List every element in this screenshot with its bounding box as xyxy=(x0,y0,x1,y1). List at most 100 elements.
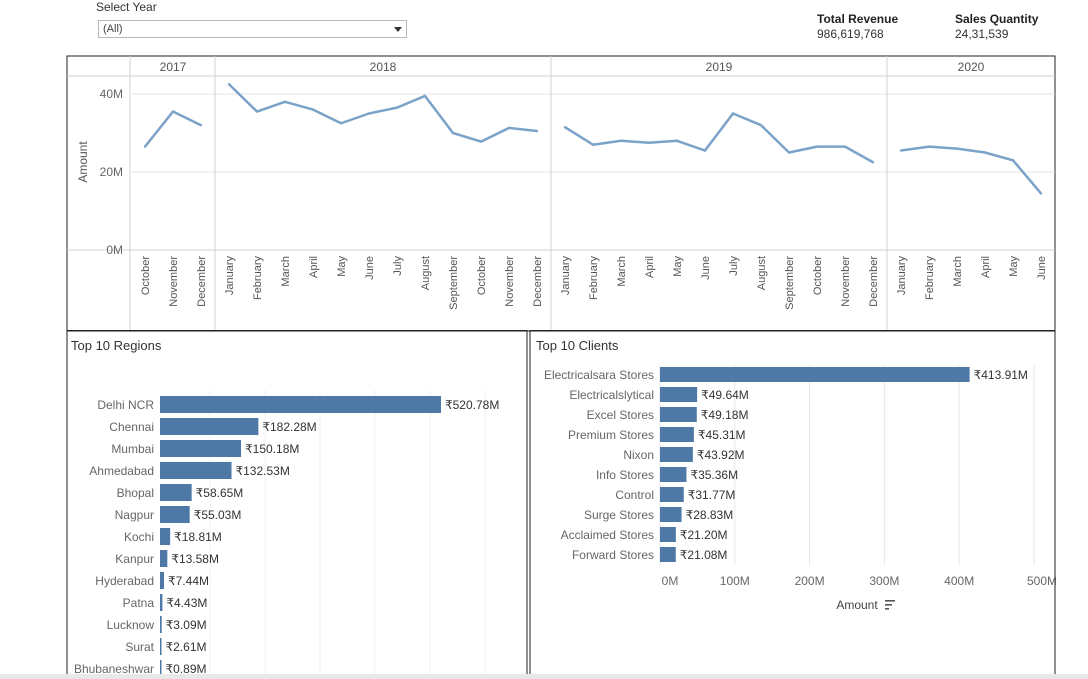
x-tick-label: June xyxy=(364,256,376,280)
x-tick-label: 300M xyxy=(869,574,899,588)
data-point xyxy=(675,139,679,142)
x-tick-label: May xyxy=(336,256,348,277)
region-label: Patna xyxy=(123,596,155,610)
x-tick-label: 0M xyxy=(662,574,679,588)
region-label: Delhi NCR xyxy=(97,398,154,412)
data-point xyxy=(171,110,175,113)
x-tick-label: December xyxy=(196,256,208,307)
x-tick-label: February xyxy=(924,256,936,301)
data-point xyxy=(647,141,651,144)
x-tick-label: November xyxy=(840,256,852,307)
region-label: Bhubaneshwar xyxy=(74,662,154,676)
data-point xyxy=(395,106,399,109)
x-tick-label: December xyxy=(532,256,544,307)
client-value-label: ₹35.36M xyxy=(690,468,738,482)
year-filter-label: Select Year xyxy=(96,0,157,14)
region-label: Kochi xyxy=(124,530,154,544)
x-tick-label: May xyxy=(1008,256,1020,277)
x-tick-label: 100M xyxy=(720,574,750,588)
x-tick-label: October xyxy=(476,256,488,295)
client-label: Forward Stores xyxy=(572,548,654,562)
year-header-label: 2018 xyxy=(370,60,397,74)
region-value-label: ₹55.03M xyxy=(194,508,242,522)
region-value-label: ₹132.53M xyxy=(236,464,290,478)
year-header-label: 2019 xyxy=(706,60,733,74)
y-axis-label: Amount xyxy=(76,141,90,183)
region-bar xyxy=(160,638,162,655)
client-bar xyxy=(660,527,676,542)
x-tick-label: May xyxy=(672,256,684,277)
series-line-2019 xyxy=(564,112,874,164)
region-label: Surat xyxy=(125,640,154,654)
top-regions-title: Top 10 Regions xyxy=(71,338,162,353)
client-value-label: ₹31.77M xyxy=(688,488,736,502)
x-axis-label: Amount xyxy=(836,598,878,612)
client-bar xyxy=(660,547,676,562)
data-point xyxy=(927,145,931,148)
x-tick-label: January xyxy=(224,256,236,296)
data-point xyxy=(703,149,707,152)
client-value-label: ₹45.31M xyxy=(698,428,746,442)
data-point xyxy=(983,151,987,154)
region-value-label: ₹0.89M xyxy=(166,662,207,676)
x-tick-label: March xyxy=(952,256,964,287)
region-value-label: ₹520.78M xyxy=(445,398,499,412)
region-bar xyxy=(160,594,163,611)
data-point xyxy=(591,143,595,146)
data-point xyxy=(1039,192,1043,195)
client-label: Nixon xyxy=(623,448,654,462)
data-point xyxy=(339,122,343,125)
region-bar xyxy=(160,506,190,523)
data-point xyxy=(199,124,203,127)
client-bar xyxy=(660,387,698,402)
x-tick-label: 200M xyxy=(795,574,825,588)
data-point xyxy=(535,129,539,133)
data-point xyxy=(871,161,875,164)
sort-icon xyxy=(885,600,895,610)
x-tick-label: April xyxy=(980,256,992,278)
region-bar xyxy=(160,616,162,633)
x-tick-label: April xyxy=(644,256,656,278)
client-value-label: ₹413.91M xyxy=(974,368,1028,382)
client-bar xyxy=(660,367,970,382)
client-bar xyxy=(660,507,682,522)
data-point xyxy=(227,83,231,86)
chevron-down-icon[interactable] xyxy=(394,27,402,32)
client-label: Surge Stores xyxy=(584,508,654,522)
region-bar xyxy=(160,528,171,545)
client-value-label: ₹49.18M xyxy=(701,408,749,422)
x-tick-label: March xyxy=(616,256,628,287)
top-regions-bar-chart: Delhi NCR ₹520.78M Chennai ₹182.28M Mumbai ₹1… xyxy=(66,330,528,677)
x-tick-label: March xyxy=(280,256,292,287)
region-label: Bhopal xyxy=(117,486,154,500)
x-tick-label: October xyxy=(140,256,152,295)
region-bar xyxy=(160,660,162,677)
region-label: Ahmedabad xyxy=(89,464,154,478)
data-point xyxy=(311,108,315,111)
data-point xyxy=(367,112,371,115)
horizontal-scrollbar[interactable] xyxy=(0,674,1088,679)
region-label: Kanpur xyxy=(115,552,154,566)
region-bar xyxy=(160,396,441,413)
region-bar xyxy=(160,440,242,457)
region-bar xyxy=(160,462,232,479)
year-select[interactable]: (All) xyxy=(98,20,407,38)
kpi-sales-quantity-title: Sales Quantity xyxy=(955,12,1039,26)
data-point xyxy=(451,131,455,135)
region-value-label: ₹58.65M xyxy=(196,486,244,500)
data-point xyxy=(143,145,147,148)
region-value-label: ₹2.61M xyxy=(166,640,207,654)
data-point xyxy=(507,126,511,130)
sort-icon-line xyxy=(885,604,892,606)
x-tick-label: June xyxy=(1036,256,1048,280)
x-tick-label: July xyxy=(728,256,740,276)
client-bar xyxy=(660,447,693,462)
region-value-label: ₹7.44M xyxy=(168,574,209,588)
client-value-label: ₹21.08M xyxy=(680,548,728,562)
region-value-label: ₹3.09M xyxy=(166,618,207,632)
data-point xyxy=(759,124,763,127)
x-tick-label: August xyxy=(756,256,768,290)
client-value-label: ₹49.64M xyxy=(701,388,749,402)
x-tick-label: January xyxy=(896,256,908,296)
data-point xyxy=(423,94,427,98)
